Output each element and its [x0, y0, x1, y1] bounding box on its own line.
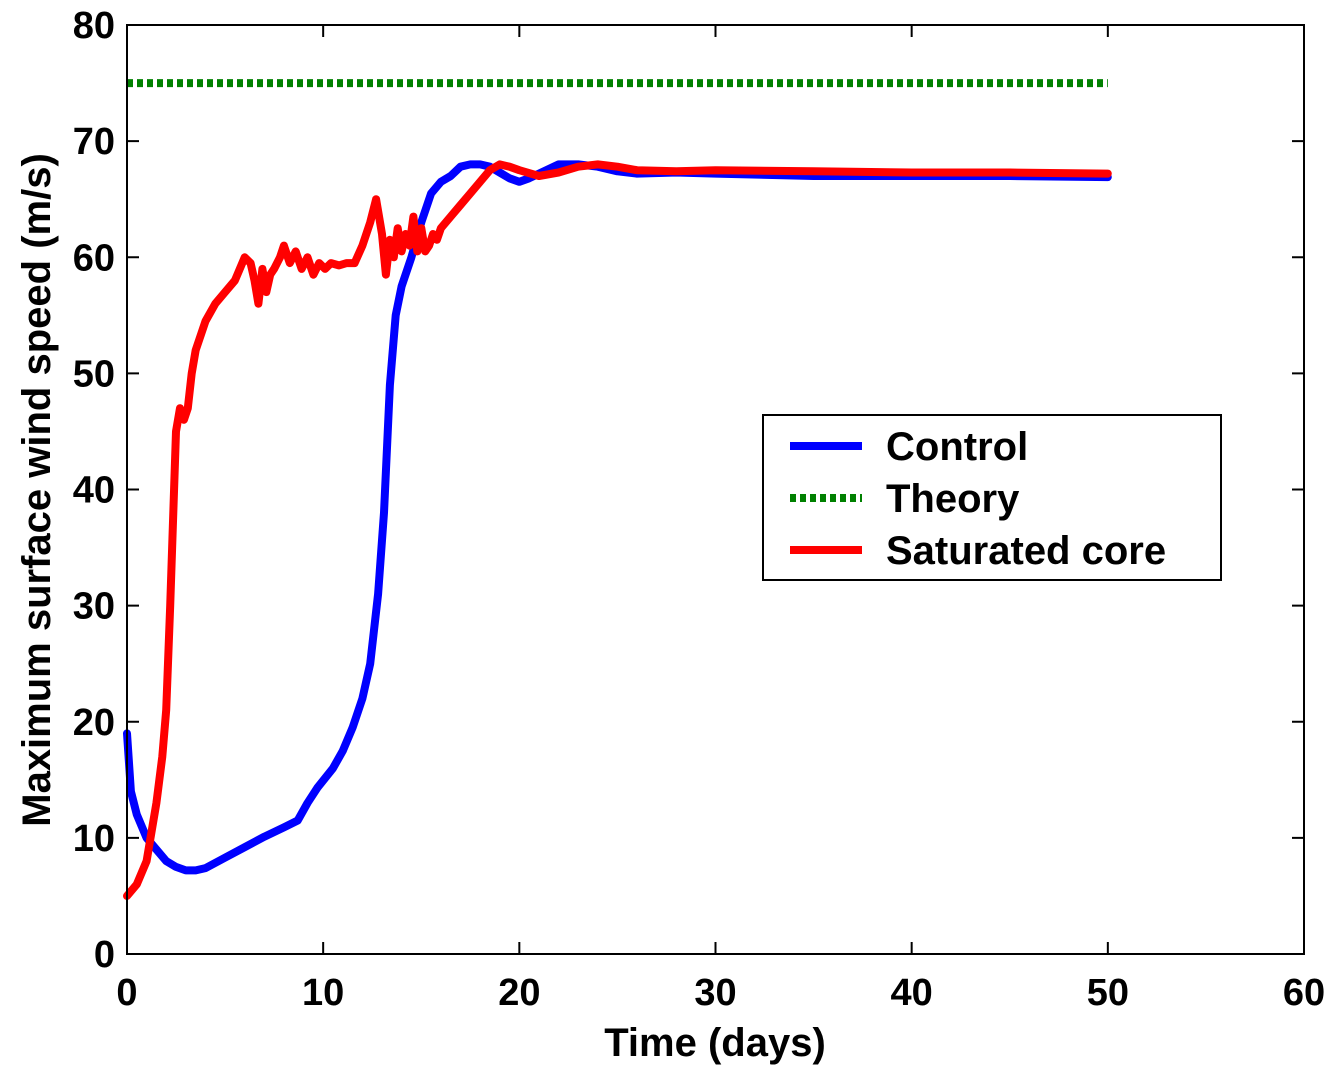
y-axis-label: Maximum surface wind speed (m/s) [15, 153, 59, 827]
y-tick-label: 50 [73, 353, 115, 395]
y-tick-label: 30 [73, 586, 115, 628]
x-tick-label: 0 [116, 972, 137, 1014]
y-tick-label: 80 [73, 5, 115, 47]
y-tick-label: 70 [73, 121, 115, 163]
y-tick-label: 40 [73, 470, 115, 512]
y-tick-label: 10 [73, 818, 115, 860]
x-tick-label: 50 [1087, 972, 1129, 1014]
y-tick-label: 0 [94, 934, 115, 976]
x-tick-label: 10 [302, 972, 344, 1014]
y-tick-label: 20 [73, 702, 115, 744]
series-layer [123, 79, 1112, 900]
x-tick-label: 60 [1283, 972, 1325, 1014]
legend-label-theory: Theory [886, 477, 1020, 521]
x-tick-label: 40 [891, 972, 933, 1014]
ticks-layer: 0 10 20 30 40 50 60 0 10 20 30 40 50 60 70 80 [73, 5, 1325, 1014]
x-axis-label: Time (days) [604, 1021, 826, 1065]
x-tick-label: 30 [694, 972, 736, 1014]
legend-label-saturated-core: Saturated core [886, 529, 1166, 573]
legend-label-control: Control [886, 425, 1028, 469]
y-tick-label: 60 [73, 237, 115, 279]
series-line-saturated-core [123, 160, 1112, 900]
legend: Control Theory Saturated core [762, 414, 1222, 581]
x-tick-label: 20 [498, 972, 540, 1014]
